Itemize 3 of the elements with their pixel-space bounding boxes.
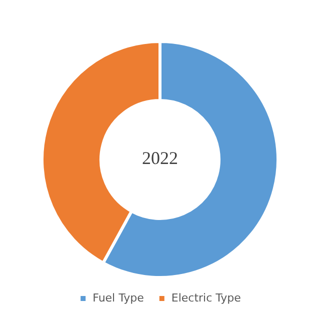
legend-label: Electric Type (171, 291, 242, 304)
text: 2022 (142, 148, 178, 168)
legend-label: Fuel Type (92, 291, 144, 304)
